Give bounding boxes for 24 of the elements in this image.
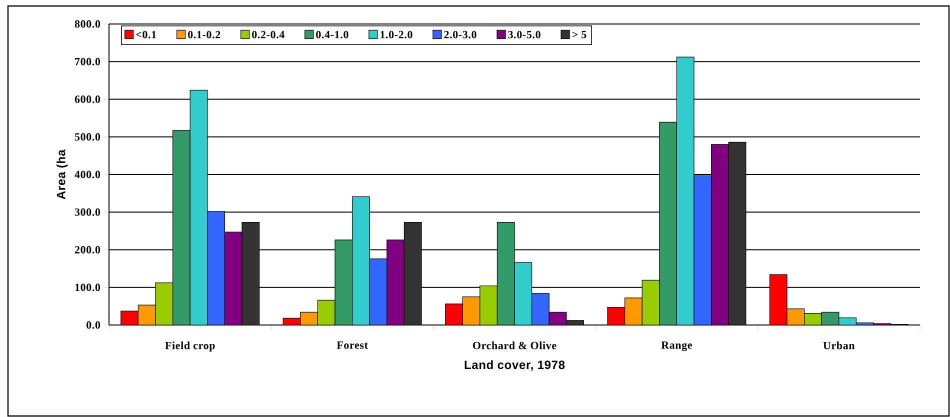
legend-label: 1.0-2.0 (380, 30, 412, 38)
y-tick-label: 200.0 (74, 246, 100, 254)
legend-label: 2.0-3.0 (444, 30, 476, 38)
x-axis-title: Land cover, 1978 (464, 360, 565, 371)
y-tick-label: 100.0 (75, 284, 100, 292)
legend-label: > 5 (572, 30, 586, 38)
legend-label: 0.4-1.0 (316, 30, 348, 38)
y-tick-label: 300.0 (74, 208, 100, 216)
legend-label: 0.2-0.4 (252, 30, 284, 38)
y-tick-label: 700.0 (75, 58, 100, 66)
legend-label: <0.1 (136, 30, 156, 38)
legend-label: 0.1-0.2 (188, 30, 220, 38)
y-tick-label: 600.0 (74, 96, 100, 103)
x-tick-label: Range (661, 342, 692, 352)
y-tick-label: 800.0 (74, 20, 100, 28)
y-tick-label: 0.0 (86, 321, 100, 329)
x-tick-label: Orchard & Olive (472, 342, 556, 350)
y-axis-title: Area (ha (56, 149, 68, 200)
y-tick-label: 500.0 (74, 133, 100, 141)
x-tick-label: Urban (823, 342, 855, 350)
legend-label: 3.0-5.0 (508, 30, 540, 38)
x-tick-label: Field crop (165, 342, 215, 352)
x-tick-label: Forest (336, 342, 368, 349)
y-tick-label: 400.0 (74, 170, 100, 178)
